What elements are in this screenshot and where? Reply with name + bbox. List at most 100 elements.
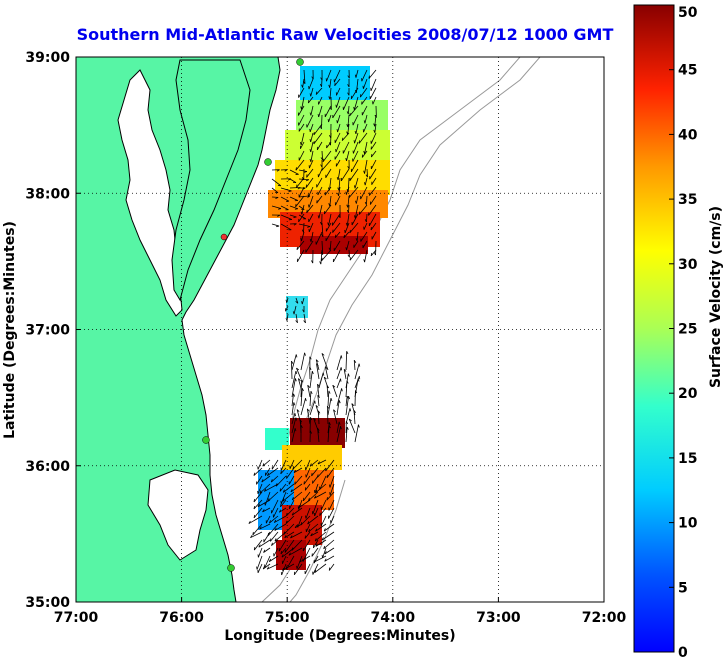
- velocity-arrow: [283, 523, 295, 535]
- velocity-arrowhead: [311, 472, 313, 477]
- velocity-arrow: [322, 547, 327, 559]
- peninsula: [171, 59, 251, 302]
- velocity-arrow: [336, 114, 341, 124]
- velocity-arrow: [285, 305, 289, 312]
- velocity-arrowhead: [295, 417, 298, 421]
- velocity-arrow: [284, 531, 295, 539]
- velocity-arrow: [298, 214, 307, 220]
- velocity-arrowhead: [326, 385, 330, 389]
- velocity-arrow: [298, 205, 305, 210]
- velocity-arrow: [325, 231, 332, 242]
- station-marker: [202, 436, 210, 444]
- velocity-arrow: [282, 491, 295, 502]
- velocity-arrow: [358, 132, 368, 144]
- velocity-arrowhead: [293, 393, 295, 397]
- velocity-arrowhead: [329, 492, 331, 496]
- velocity-arrow: [345, 351, 348, 371]
- station-marker: [264, 158, 272, 166]
- velocity-arrowhead: [363, 259, 365, 263]
- velocity-arrowhead: [309, 158, 312, 162]
- velocity-arrow: [298, 169, 308, 172]
- velocity-arrowhead: [306, 408, 310, 412]
- velocity-arrowhead: [314, 538, 317, 542]
- velocity-vectors: [248, 69, 377, 576]
- velocity-arrow: [304, 483, 311, 491]
- velocity-arrow: [354, 424, 359, 443]
- velocity-arrow: [370, 222, 377, 231]
- velocity-arrow: [306, 408, 311, 425]
- velocity-arrow: [310, 132, 314, 143]
- velocity-arrow: [369, 195, 377, 205]
- velocity-arrow: [275, 475, 287, 487]
- velocity-arrow: [271, 459, 279, 470]
- velocity-arrow: [302, 78, 305, 88]
- patch-s0: [265, 428, 289, 450]
- velocity-arrowhead: [348, 396, 351, 400]
- velocity-arrow: [283, 483, 295, 493]
- velocity-arrowhead: [267, 472, 270, 476]
- velocity-arrowhead: [253, 505, 256, 510]
- velocity-arrowhead: [307, 384, 310, 388]
- velocity-arrowhead: [278, 509, 282, 513]
- velocity-arrow: [290, 531, 303, 539]
- velocity-arrowhead: [262, 509, 265, 513]
- velocity-arrowhead: [319, 512, 321, 516]
- velocity-arrow: [333, 69, 341, 83]
- velocity-arrow: [366, 195, 368, 205]
- velocity-arrowhead: [328, 422, 331, 426]
- velocity-arrow: [320, 499, 327, 510]
- velocity-arrow: [289, 169, 299, 175]
- velocity-arrowhead: [351, 403, 355, 406]
- velocity-arrowhead: [308, 528, 311, 533]
- velocity-arrowhead: [320, 164, 323, 168]
- velocity-arrow: [293, 305, 297, 315]
- velocity-arrowhead: [320, 221, 323, 225]
- velocity-arrow: [335, 141, 341, 153]
- velocity-arrowhead: [301, 84, 303, 88]
- velocity-arrow: [338, 177, 341, 191]
- x-tick-label: 74:00: [371, 610, 416, 626]
- velocity-arrowhead: [290, 489, 293, 493]
- velocity-arrow: [279, 483, 287, 492]
- velocity-arrowhead: [315, 489, 318, 493]
- velocity-arrow: [345, 395, 348, 407]
- velocity-arrow: [342, 141, 350, 154]
- velocity-arrow: [327, 398, 332, 416]
- velocity-arrowhead: [269, 520, 271, 524]
- velocity-arrow: [319, 475, 327, 490]
- velocity-arrow: [265, 467, 271, 476]
- velocity-arrowhead: [358, 211, 361, 215]
- velocity-arrowhead: [290, 535, 293, 539]
- velocity-arrow: [361, 150, 368, 158]
- velocity-arrow: [299, 555, 311, 563]
- velocity-arrowhead: [337, 192, 339, 196]
- velocity-arrowhead: [353, 106, 355, 110]
- velocity-arrow: [356, 231, 359, 241]
- velocity-arrowhead: [347, 254, 350, 258]
- velocity-arrow: [370, 78, 377, 91]
- velocity-arrow: [307, 515, 319, 525]
- velocity-arrowhead: [295, 320, 298, 324]
- velocity-arrow: [326, 141, 332, 149]
- velocity-arrow: [352, 150, 359, 162]
- patch-s1: [290, 418, 345, 448]
- velocity-arrowhead: [317, 215, 320, 219]
- velocity-arrow: [354, 204, 359, 219]
- velocity-arrowhead: [309, 112, 312, 116]
- velocity-arrow: [309, 159, 314, 169]
- velocity-arrow: [336, 388, 342, 407]
- velocity-arrow: [301, 297, 305, 305]
- velocity-arrow: [347, 114, 350, 128]
- velocity-arrowhead: [345, 222, 348, 226]
- velocity-arrow: [369, 186, 377, 196]
- velocity-arrowhead: [284, 535, 287, 539]
- velocity-arrowhead: [349, 229, 351, 233]
- velocity-arrowhead: [358, 363, 361, 367]
- velocity-arrow: [293, 467, 303, 473]
- velocity-arrowhead: [346, 351, 349, 355]
- velocity-arrowhead: [322, 372, 325, 376]
- x-tick-label: 76:00: [159, 610, 204, 626]
- velocity-arrow: [353, 410, 356, 425]
- velocity-arrow: [289, 214, 297, 218]
- velocity-arrow: [291, 393, 294, 407]
